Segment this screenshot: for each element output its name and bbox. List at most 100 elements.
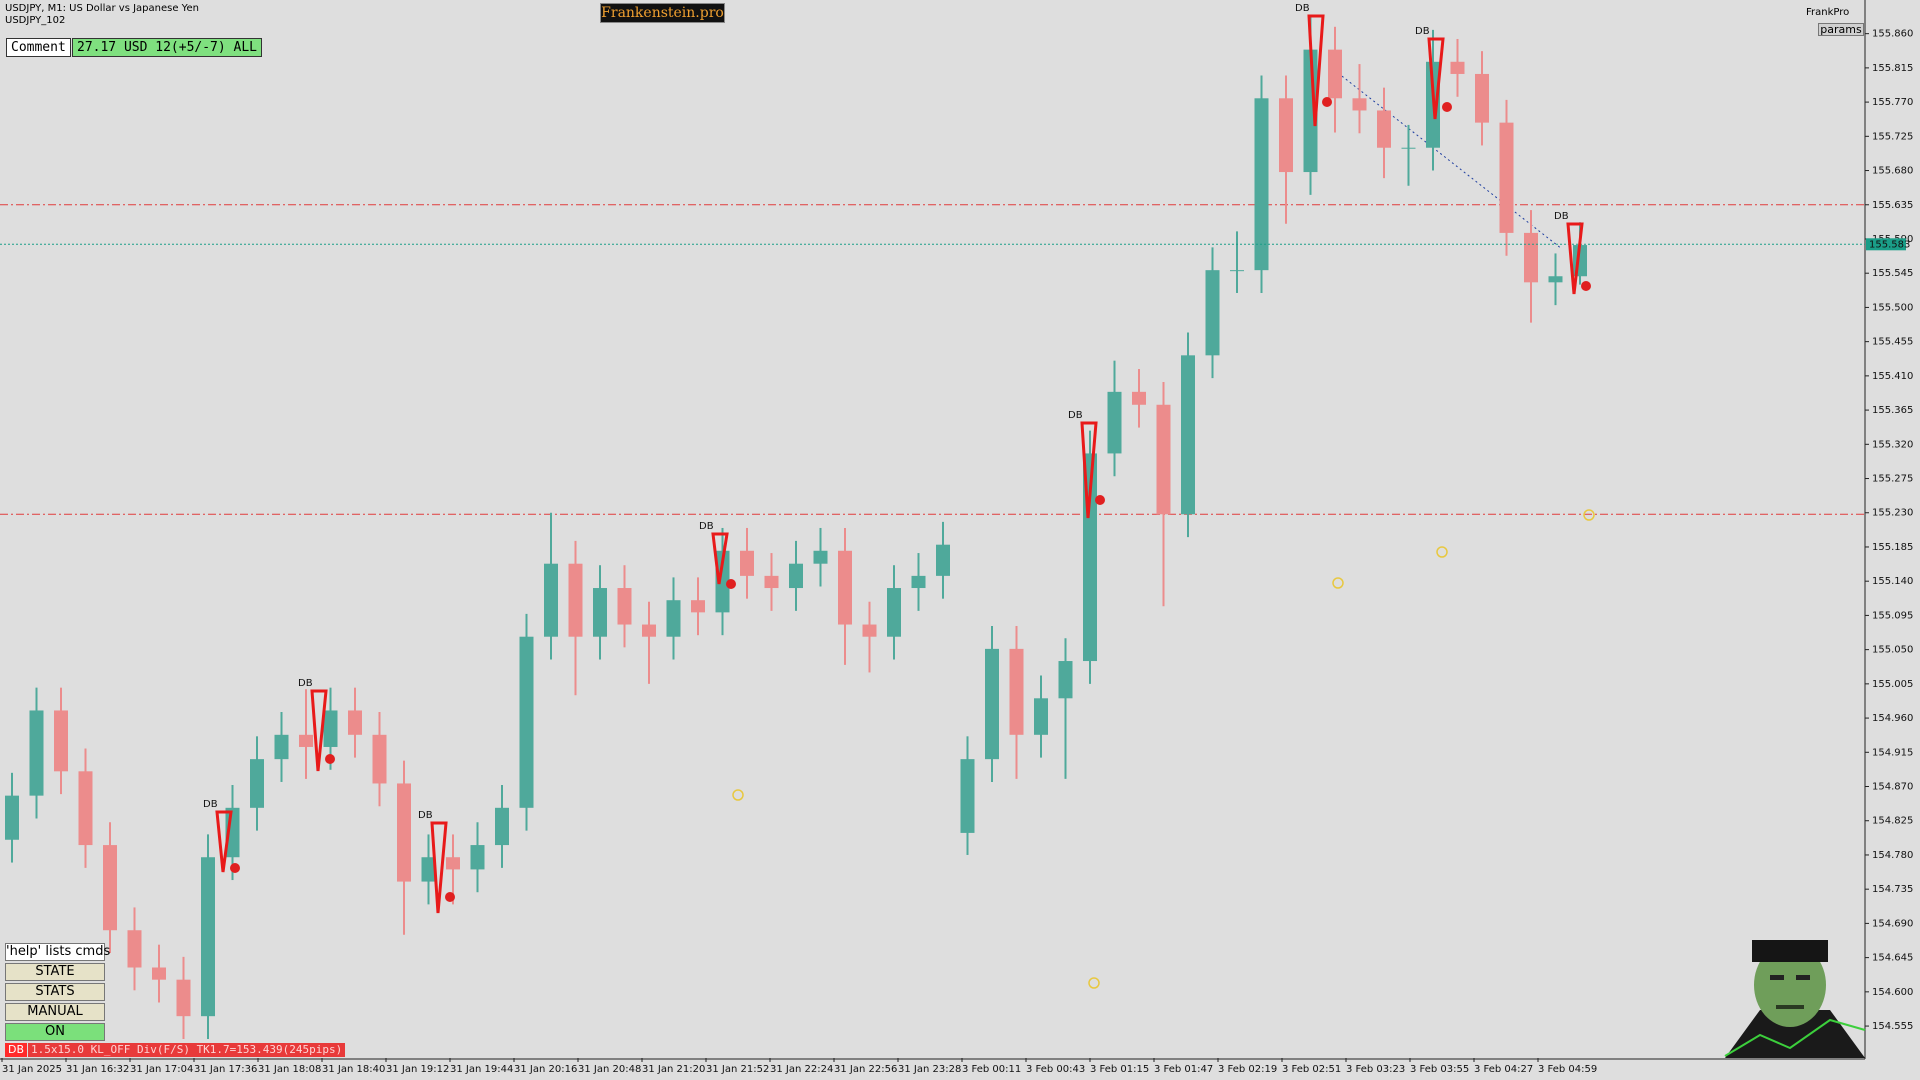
candle-body: [201, 857, 215, 1017]
target-marker: [1436, 546, 1448, 558]
signal-shape: [1566, 222, 1584, 295]
candle-body: [470, 845, 485, 870]
on-button[interactable]: ON: [5, 1023, 105, 1041]
y-tick-label: 155.365: [1872, 405, 1913, 416]
candle-body: [1058, 661, 1073, 699]
y-tick-label: 155.095: [1872, 610, 1913, 621]
candle-body: [985, 648, 999, 760]
y-tick-label: 155.230: [1872, 508, 1913, 519]
y-tick-label: 154.870: [1872, 782, 1913, 793]
x-tick-label: 31 Jan 18:08: [258, 1064, 321, 1075]
signal-shape: [1427, 37, 1445, 120]
target-marker: [1332, 577, 1344, 589]
candle-body: [813, 550, 828, 564]
x-tick-label: 3 Feb 00:43: [1026, 1064, 1085, 1075]
candle-body: [495, 807, 509, 846]
candle-body: [372, 734, 387, 784]
candle-body: [446, 857, 460, 870]
y-tick-label: 154.555: [1872, 1021, 1913, 1032]
signal-label: DB: [418, 810, 433, 821]
candle-body: [740, 550, 754, 576]
candle-body: [887, 588, 901, 637]
candle-body: [5, 795, 19, 840]
exit-marker: [726, 579, 736, 589]
signal-label: DB: [298, 678, 313, 689]
x-tick-label: 3 Feb 02:19: [1218, 1064, 1277, 1075]
candle-body: [691, 600, 705, 613]
candle-body: [666, 600, 681, 637]
x-tick-label: 31 Jan 22:56: [834, 1064, 897, 1075]
signal-shape: [1080, 421, 1098, 519]
candle-body: [103, 845, 117, 931]
y-tick-label: 155.680: [1872, 166, 1913, 177]
signal-label: DB: [203, 799, 218, 810]
y-tick-label: 155.320: [1872, 439, 1913, 450]
y-tick-label: 155.455: [1872, 337, 1913, 348]
candle-body: [250, 759, 264, 808]
candle-body: [960, 759, 975, 833]
candle-body: [176, 979, 191, 1017]
symbol-title: USDJPY, M1: US Dollar vs Japanese Yen: [5, 3, 199, 14]
candle-body: [838, 550, 852, 625]
x-tick-label: 31 Jan 20:48: [578, 1064, 641, 1075]
candle-body: [274, 734, 289, 760]
signal-shape: [215, 810, 233, 873]
x-tick-label: 31 Jan 22:24: [770, 1064, 833, 1075]
status-text: 1.5x15.0 KL_OFF Div(F/S) TK1.7=153.439(2…: [28, 1043, 346, 1057]
y-tick-label: 155.005: [1872, 679, 1913, 690]
y-tick-label: 154.960: [1872, 713, 1913, 724]
signal-label: DB: [1295, 3, 1310, 14]
y-tick-label: 154.735: [1872, 884, 1913, 895]
candle-body: [1499, 122, 1514, 233]
candle-body: [1107, 391, 1122, 454]
exit-marker: [1322, 97, 1332, 107]
x-tick-label: 3 Feb 00:11: [962, 1064, 1021, 1075]
candle-body: [421, 857, 436, 882]
candle-body: [715, 550, 730, 613]
y-tick-label: 155.185: [1872, 542, 1913, 553]
target-marker: [732, 789, 744, 801]
params-button[interactable]: params: [1818, 23, 1864, 36]
x-tick-label: 31 Jan 23:28: [898, 1064, 961, 1075]
signal-label: DB: [1554, 211, 1569, 222]
candle-body: [911, 575, 926, 589]
signal-shape: [430, 821, 448, 914]
y-tick-label: 155.860: [1872, 29, 1913, 40]
status-tag: DB: [5, 1043, 28, 1057]
candle-body: [1328, 49, 1342, 99]
bid-label: 155.583: [1869, 239, 1910, 250]
x-tick-label: 31 Jan 21:20: [642, 1064, 705, 1075]
signal-label: DB: [1415, 26, 1430, 37]
y-tick-label: 154.690: [1872, 918, 1913, 929]
ea-name: FrankPro: [1806, 7, 1850, 18]
x-tick-label: 31 Jan 17:36: [194, 1064, 257, 1075]
x-tick-label: 3 Feb 04:59: [1538, 1064, 1597, 1075]
manual-button[interactable]: MANUAL: [5, 1003, 105, 1021]
y-tick-label: 154.645: [1872, 953, 1913, 964]
brand-label: Frankenstein.pro: [600, 3, 725, 23]
candle-body: [862, 624, 877, 637]
y-tick-label: 154.780: [1872, 850, 1913, 861]
candle-body: [1034, 698, 1048, 735]
signal-label: DB: [1068, 410, 1083, 421]
candle-body: [764, 575, 779, 589]
candle-body: [54, 710, 68, 772]
candle-body: [642, 624, 656, 637]
candle-body: [323, 710, 338, 747]
x-tick-label: 3 Feb 02:51: [1282, 1064, 1341, 1075]
mascot: [1724, 940, 1866, 1058]
candle-body: [544, 563, 558, 637]
stats-button[interactable]: STATS: [5, 983, 105, 1001]
state-button[interactable]: STATE: [5, 963, 105, 981]
candle-body: [1181, 355, 1195, 515]
candle-body: [1475, 73, 1489, 123]
candle-body: [936, 544, 950, 576]
y-tick-label: 154.600: [1872, 987, 1913, 998]
candle-body: [348, 710, 362, 735]
x-tick-label: 31 Jan 20:16: [514, 1064, 577, 1075]
help-button[interactable]: 'help' lists cmds: [5, 943, 111, 961]
y-tick-label: 155.500: [1872, 302, 1913, 313]
x-tick-label: 31 Jan 19:12: [386, 1064, 449, 1075]
